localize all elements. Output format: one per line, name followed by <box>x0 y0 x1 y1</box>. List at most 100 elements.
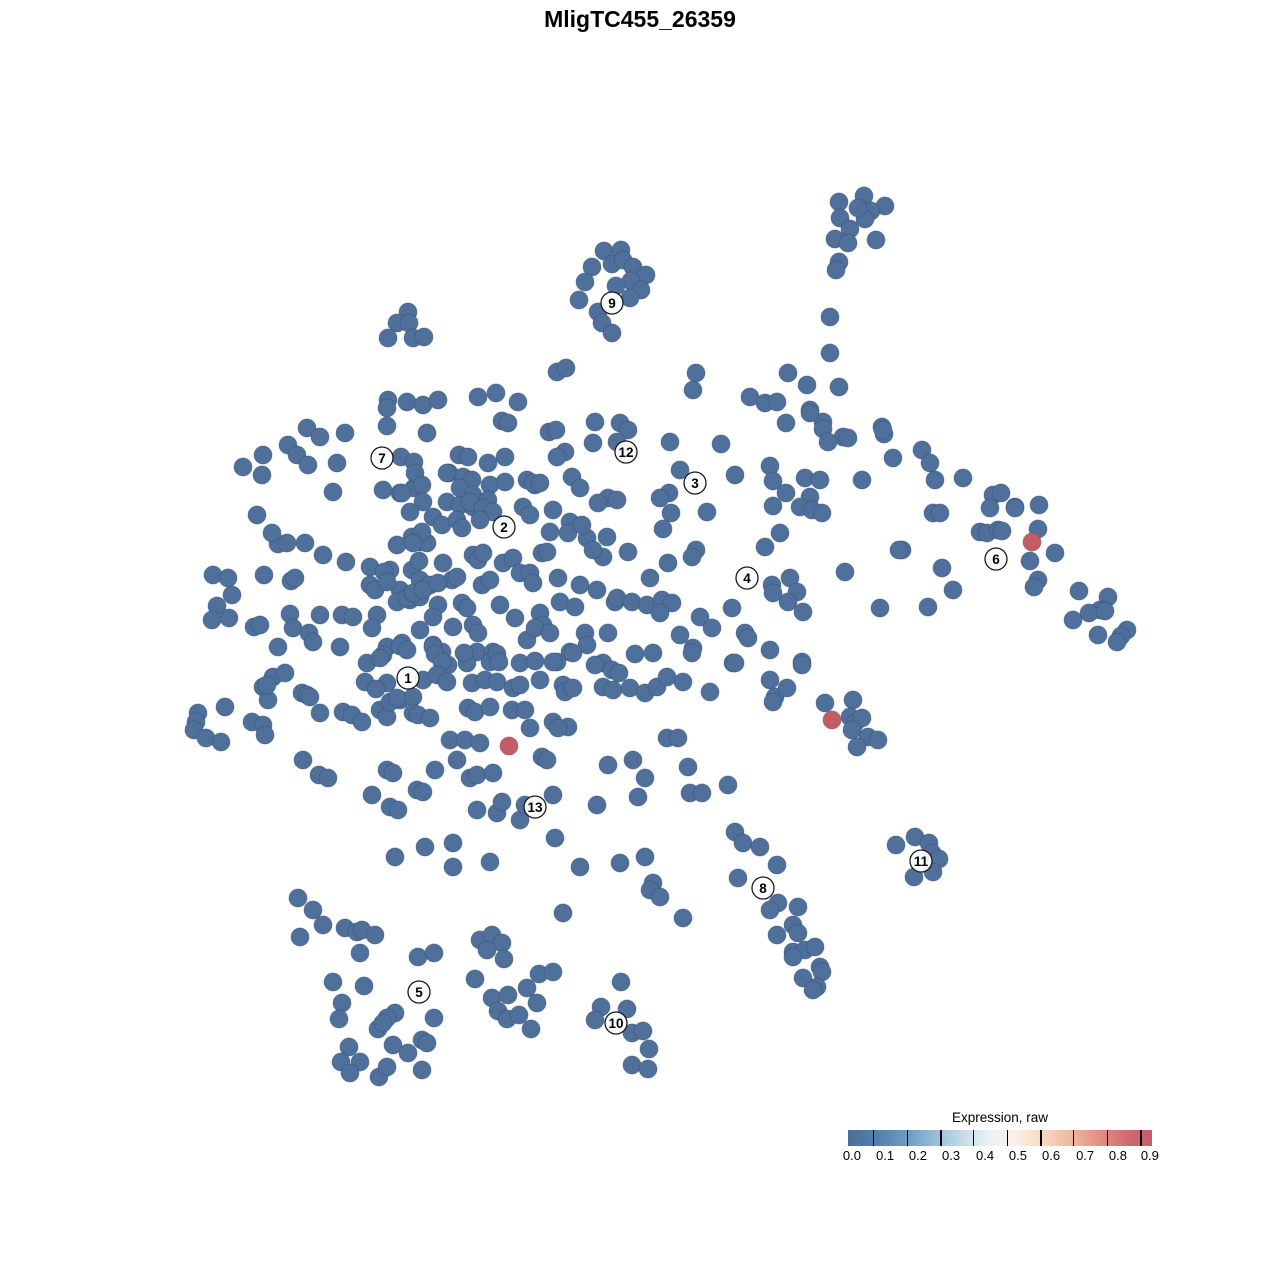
cell-point <box>412 475 432 495</box>
cell-point <box>1079 603 1099 623</box>
cell-point <box>365 925 385 945</box>
cell-point <box>818 432 838 452</box>
cell-point <box>980 498 1000 518</box>
cell-point <box>886 835 906 855</box>
cell-point <box>587 580 607 600</box>
cell-point <box>339 1037 359 1057</box>
cell-point <box>556 358 576 378</box>
cell-point <box>776 413 796 433</box>
cell-point <box>623 750 643 770</box>
cell-point <box>826 260 846 280</box>
cell-point <box>866 230 886 250</box>
cell-point <box>254 565 274 585</box>
cell-point <box>480 697 500 717</box>
cell-point <box>398 1043 418 1063</box>
cell-point <box>392 483 412 503</box>
cell-point <box>343 607 363 627</box>
cluster-label-12: 12 <box>614 440 638 464</box>
cell-point <box>247 505 267 525</box>
cell-point <box>870 598 890 618</box>
cell-point <box>546 420 566 440</box>
cell-point <box>815 693 835 713</box>
cluster-label-13: 13 <box>523 795 547 819</box>
cell-point <box>467 765 487 785</box>
cell-point <box>930 503 950 523</box>
cell-point <box>480 852 500 872</box>
cell-point <box>543 962 563 982</box>
cell-point <box>385 847 405 867</box>
cell-point <box>658 553 678 573</box>
cell-point <box>540 623 560 643</box>
cell-point <box>290 927 310 947</box>
cell-point <box>310 703 330 723</box>
cell-point <box>437 672 457 692</box>
legend-tick-mark <box>1107 1130 1109 1146</box>
cell-point <box>487 672 507 692</box>
cell-point <box>843 690 863 710</box>
cluster-label-text: 3 <box>691 476 699 491</box>
cell-point <box>778 363 798 383</box>
cell-point <box>803 980 823 1000</box>
cell-point <box>295 533 315 553</box>
cluster-label-circle <box>751 876 775 900</box>
cluster-label-3: 3 <box>683 471 707 495</box>
cell-point <box>387 688 407 708</box>
cell-point <box>288 888 308 908</box>
cluster-label-circle <box>735 566 759 590</box>
legend-tick-mark <box>1006 1130 1009 1146</box>
cell-point <box>329 1009 349 1029</box>
legend-tick-label: 0.4 <box>976 1148 995 1163</box>
cell-point <box>268 637 288 657</box>
cell-point <box>848 198 868 218</box>
cell-point <box>257 675 277 695</box>
legend-tick-label: 0.2 <box>908 1148 927 1163</box>
cell-point <box>547 447 567 467</box>
cell-point <box>788 897 808 917</box>
cell-point <box>443 617 463 637</box>
cell-point <box>388 800 408 820</box>
cell-point <box>313 545 333 565</box>
cell-point <box>530 670 550 690</box>
cell-point <box>515 700 535 720</box>
cell-point <box>218 568 238 588</box>
cell-point <box>953 468 973 488</box>
cell-point <box>310 605 330 625</box>
cell-point <box>458 447 478 467</box>
cluster-label-circle <box>600 291 624 315</box>
cell-point <box>510 675 530 695</box>
cluster-label-circle <box>909 849 933 873</box>
cell-point <box>792 655 812 675</box>
cell-point <box>409 551 429 571</box>
cell-point <box>336 552 356 572</box>
cell-point <box>275 663 295 683</box>
cell-point <box>763 692 783 712</box>
cell-point <box>335 423 355 443</box>
cell-point <box>797 375 817 395</box>
cell-point <box>1045 543 1065 563</box>
cell-point <box>700 682 720 702</box>
cell-point <box>352 712 372 732</box>
cell-point <box>415 837 435 857</box>
cell-point <box>682 547 702 567</box>
cell-point <box>873 420 893 440</box>
cell-point <box>1063 610 1083 630</box>
cell-point <box>661 503 681 523</box>
cell-point <box>505 608 525 628</box>
cell-point <box>233 457 253 477</box>
legend-tick-label: 0.9 <box>1140 1148 1159 1163</box>
cell-point <box>403 687 423 707</box>
cell-point <box>725 465 745 485</box>
cell-point <box>763 471 783 491</box>
cluster-label-text: 12 <box>618 445 633 460</box>
cell-point <box>597 527 617 547</box>
cell-point <box>1005 498 1025 518</box>
cell-point <box>767 925 787 945</box>
cell-point <box>889 540 909 560</box>
legend-tick-label: 0.0 <box>842 1148 861 1163</box>
cell-point <box>370 648 390 668</box>
cell-point <box>277 533 297 553</box>
cell-point <box>777 678 797 698</box>
cell-point <box>215 697 235 717</box>
cell-point <box>523 573 543 593</box>
